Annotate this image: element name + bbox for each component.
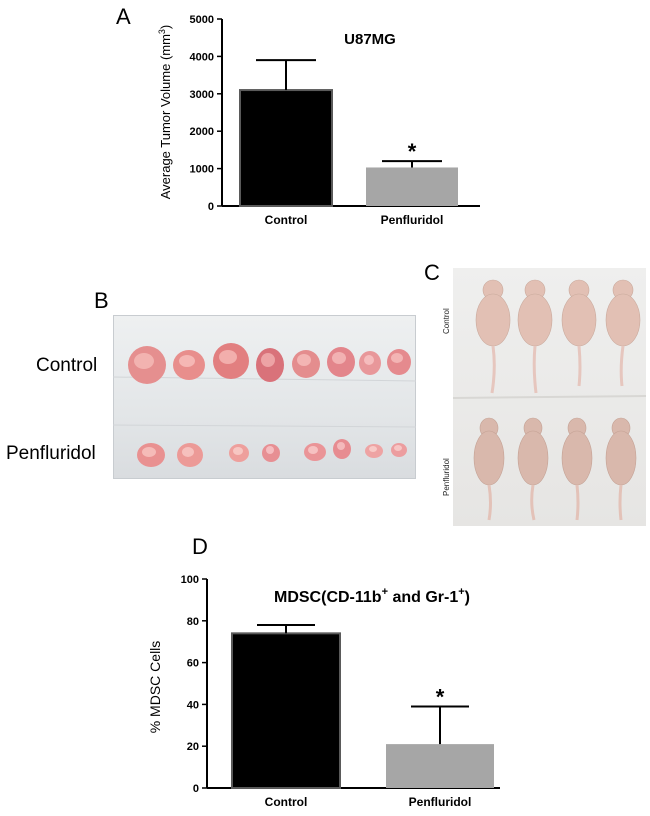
- mice-photo-drawing: [453, 279, 646, 521]
- chart-a-ytick-label: 2000: [190, 126, 214, 138]
- mice-photo-control-label: Control: [442, 308, 451, 334]
- tumor-photo: [113, 315, 416, 479]
- mice-photo-penfluridol-label: Penfluridol: [442, 458, 451, 496]
- chart-d-category-label: Penfluridol: [409, 795, 472, 809]
- mice-photo: [453, 268, 646, 526]
- control-mice: [475, 279, 641, 394]
- chart-a-ytick-label: 5000: [190, 14, 214, 26]
- chart-d-category-label: Control: [265, 795, 308, 809]
- panel-letter-c: C: [424, 260, 440, 285]
- penfluridol-mice: [473, 417, 637, 521]
- chart-a-ytick-label: 1000: [190, 164, 214, 176]
- chart-d-ytick-label: 20: [187, 741, 199, 753]
- chart-a-category-label: Control: [265, 213, 308, 227]
- chart-d-ylabel: % MDSC Cells: [147, 641, 163, 734]
- chart-d-ytick-label: 0: [193, 783, 199, 795]
- chart-d-ytick-label: 80: [187, 616, 199, 628]
- chart-a-ytick-label: 4000: [190, 51, 214, 63]
- panel-letter-b: B: [94, 288, 109, 313]
- chart-a-category-label: Penfluridol: [381, 213, 444, 227]
- tumor-photo-penfluridol-label: Penfluridol: [6, 443, 96, 464]
- chart-a-ytick-label: 0: [208, 201, 214, 213]
- chart-a-ytick-label: 3000: [190, 89, 214, 101]
- panel-letter-a: A: [116, 4, 131, 29]
- chart-a-bar-control: [239, 89, 333, 207]
- penfluridol-tumors: [137, 439, 407, 467]
- chart-a-bar-penfluridol: [366, 167, 458, 206]
- tumor-photo-control-label: Control: [36, 355, 98, 376]
- control-tumors: [128, 343, 411, 384]
- tumor-photo-drawing: [113, 315, 416, 479]
- panel-letter-d: D: [192, 534, 208, 559]
- chart-d-title: MDSC(CD-11b+ and Gr-1+): [274, 586, 470, 606]
- chart-d-ytick-label: 60: [187, 658, 199, 670]
- chart-a-title: U87MG: [344, 31, 396, 48]
- chart-d-significance-star: *: [436, 684, 445, 709]
- chart-d-bar-penfluridol: [386, 744, 494, 788]
- chart-a-significance-star: *: [408, 139, 417, 164]
- chart-d-bar-control: [231, 632, 341, 790]
- chart-d-ytick-label: 40: [187, 699, 199, 711]
- chart-a-ylabel: Average Tumor Volume (mm3): [157, 25, 173, 200]
- chart-d-ytick-label: 100: [181, 574, 199, 586]
